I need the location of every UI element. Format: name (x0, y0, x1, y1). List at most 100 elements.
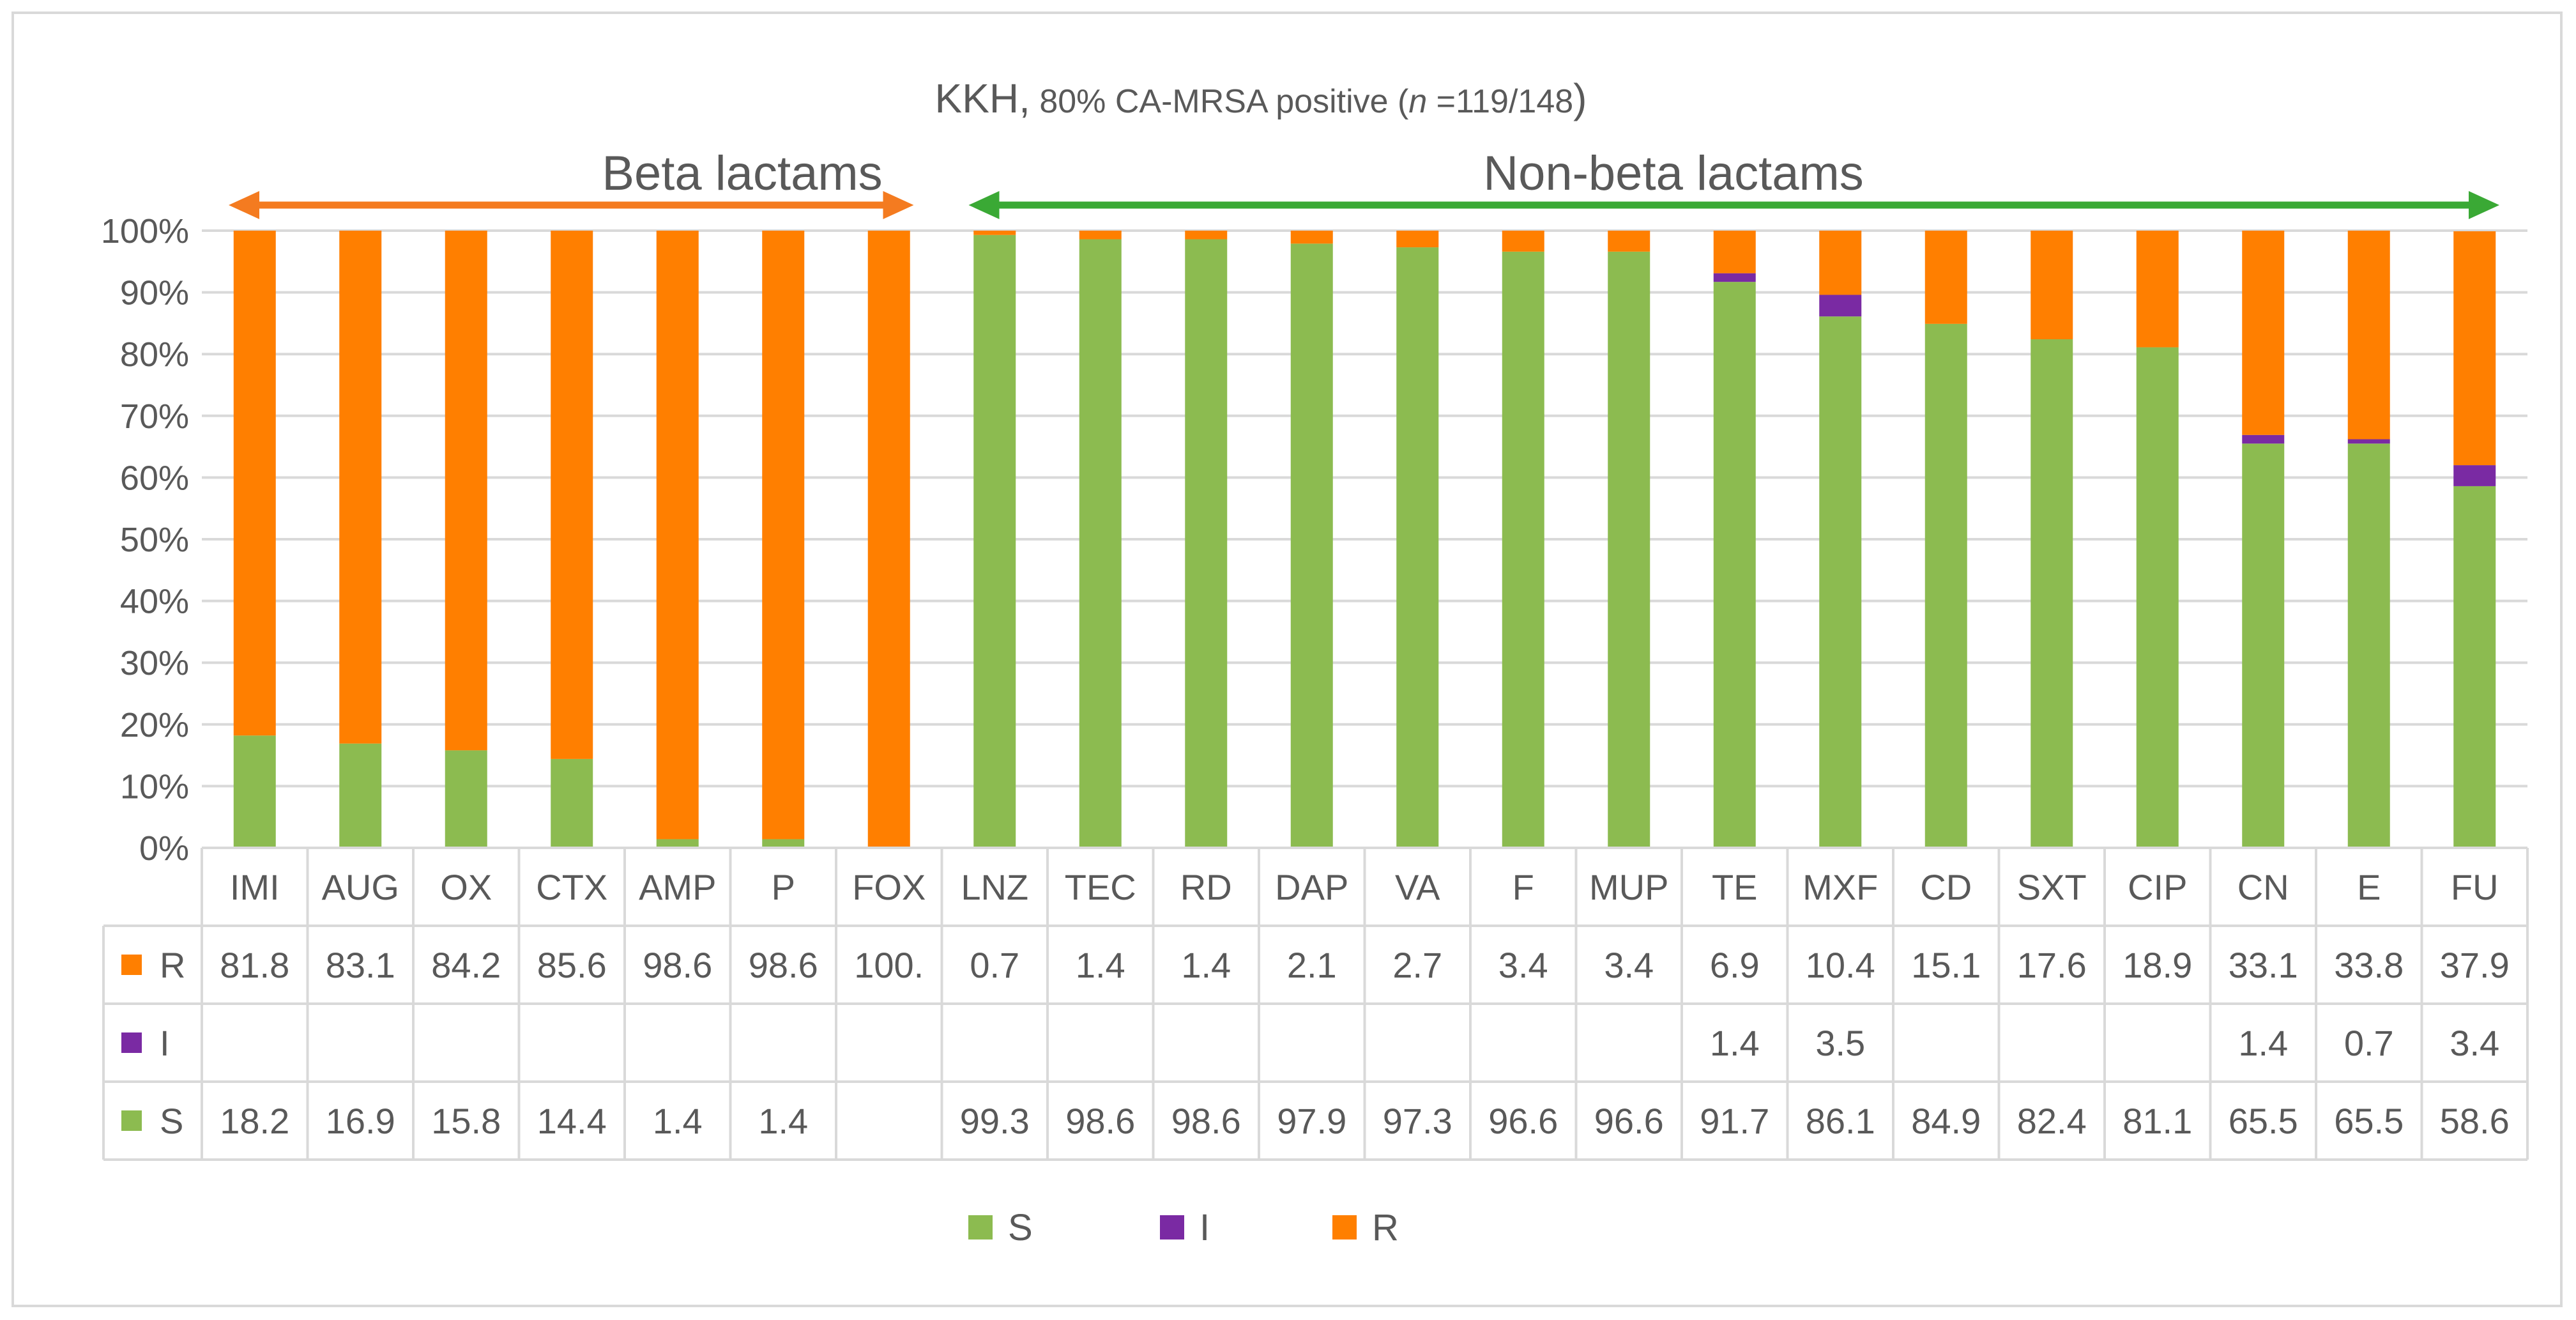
category-label: DAP (1275, 867, 1348, 907)
category-label: CTX (536, 867, 607, 907)
category-label: LNZ (961, 867, 1028, 907)
table-cell: 1.4 (653, 1101, 703, 1141)
bar-segment-I-e (2347, 439, 2390, 444)
bar-segment-S-te (1713, 282, 1756, 848)
table-cell: 84.2 (431, 945, 501, 985)
table-cell: 96.6 (1594, 1101, 1664, 1141)
row-key-label: S (160, 1101, 183, 1141)
bar-segment-S-ctx (551, 758, 593, 848)
chart-frame (11, 12, 2563, 1307)
table-cell: 84.9 (1911, 1101, 1981, 1141)
bar-segment-R-tec (1079, 231, 1122, 240)
category-label: CD (1920, 867, 1972, 907)
table-cell: 3.5 (1815, 1023, 1865, 1063)
category-label: E (2357, 867, 2381, 907)
bar-segment-I-te (1713, 273, 1756, 282)
legend-swatch (968, 1215, 993, 1239)
table-cell: 81.8 (220, 945, 289, 985)
table-cell: 100. (854, 945, 924, 985)
bar-segment-R-p (762, 231, 805, 840)
legend-label: R (1372, 1207, 1399, 1248)
bar-segment-S-aug (339, 743, 382, 848)
table-cell: 1.4 (1076, 945, 1125, 985)
title-close: ) (1573, 75, 1587, 121)
bar-segment-S-sxt (2031, 339, 2073, 848)
bar-segment-I-cn (2242, 434, 2285, 444)
table-cell: 6.9 (1710, 945, 1760, 985)
bar-segment-R-fu (2453, 231, 2496, 466)
table-cell: 17.6 (2017, 945, 2087, 985)
bar-segment-S-va (1396, 247, 1439, 848)
table-cell: 98.6 (643, 945, 712, 985)
table-cell: 10.4 (1806, 945, 1875, 985)
table-cell: 65.5 (2334, 1101, 2404, 1141)
table-cell: 1.4 (1181, 945, 1231, 985)
bar-segment-S-amp (656, 839, 699, 848)
bar-segment-R-cd (1924, 231, 1967, 324)
title-mid: 80% CA-MRSA positive ( (1030, 83, 1409, 120)
data-table: IMI AUG OX CTX AMP P FOX LNZ TEC RD DAP VA F MUP TE MXF… (102, 847, 2529, 1161)
table-cell: 82.4 (2017, 1101, 2087, 1141)
table-cell: 2.1 (1287, 945, 1337, 985)
table-cell: 99.3 (960, 1101, 1030, 1141)
table-cell: 83.1 (326, 945, 395, 985)
category-label: FU (2451, 867, 2499, 907)
group-arrow-head-right (2469, 191, 2499, 219)
bar-segment-R-aug (339, 231, 382, 744)
table-cell: 3.4 (1604, 945, 1654, 985)
category-label: TE (1712, 867, 1758, 907)
bar-segment-S-imi (233, 735, 276, 848)
bar-segment-R-mxf (1819, 231, 1862, 295)
category-label: F (1513, 867, 1534, 907)
table-cell: 97.9 (1277, 1101, 1346, 1141)
bar-segment-S-cip (2136, 347, 2179, 848)
bar-segment-R-imi (233, 231, 276, 736)
category-label: AMP (639, 867, 716, 907)
table-cell: 97.3 (1383, 1101, 1452, 1141)
bar-segment-S-dap (1290, 243, 1333, 848)
category-label: VA (1395, 867, 1440, 907)
row-key-swatch (121, 955, 142, 975)
y-tick-label: 100% (101, 212, 189, 250)
category-label: IMI (230, 867, 280, 907)
table-cell: 65.5 (2229, 1101, 2298, 1141)
bar-segment-R-rd (1185, 231, 1228, 240)
category-label: OX (440, 867, 492, 907)
table-cell: 33.8 (2334, 945, 2404, 985)
group-label: Non-beta lactams (1483, 146, 1864, 201)
bar-segment-R-ctx (551, 231, 593, 759)
y-tick-label: 50% (120, 521, 189, 559)
title-n: n (1408, 83, 1427, 120)
bar-segment-R-va (1396, 231, 1439, 248)
bar-segment-S-fu (2453, 486, 2496, 848)
group-arrow-head-right (883, 191, 914, 219)
bar-segment-S-f (1502, 251, 1544, 848)
bar-segment-S-p (762, 839, 805, 848)
bar-segment-S-mup (1608, 251, 1650, 848)
table-cell: 37.9 (2440, 945, 2510, 985)
bar-segment-R-te (1713, 231, 1756, 273)
category-label: RD (1180, 867, 1232, 907)
row-key-label: R (160, 945, 185, 985)
category-label: SXT (2017, 867, 2087, 907)
row-key-swatch (121, 1032, 142, 1053)
legend-label: S (1008, 1207, 1033, 1248)
y-tick-label: 80% (120, 335, 189, 374)
table-cell: 81.1 (2123, 1101, 2192, 1141)
table-cell: 15.8 (431, 1101, 501, 1141)
bar-segment-S-e (2347, 443, 2390, 848)
table-cell: 3.4 (2450, 1023, 2499, 1063)
bar-segment-I-mxf (1819, 295, 1862, 317)
bar-segment-R-e (2347, 231, 2390, 440)
table-cell: 14.4 (537, 1101, 607, 1141)
table-cell: 85.6 (537, 945, 607, 985)
y-tick-label: 10% (120, 767, 189, 806)
table-cell: 18.2 (220, 1101, 289, 1141)
table-cell: 98.6 (1065, 1101, 1135, 1141)
title-suffix: =119/148 (1427, 83, 1573, 120)
group-arrows: Beta lactams Non-beta lactams (229, 146, 2499, 219)
table-cell: 0.7 (970, 945, 1019, 985)
bar-segment-R-cn (2242, 231, 2285, 435)
